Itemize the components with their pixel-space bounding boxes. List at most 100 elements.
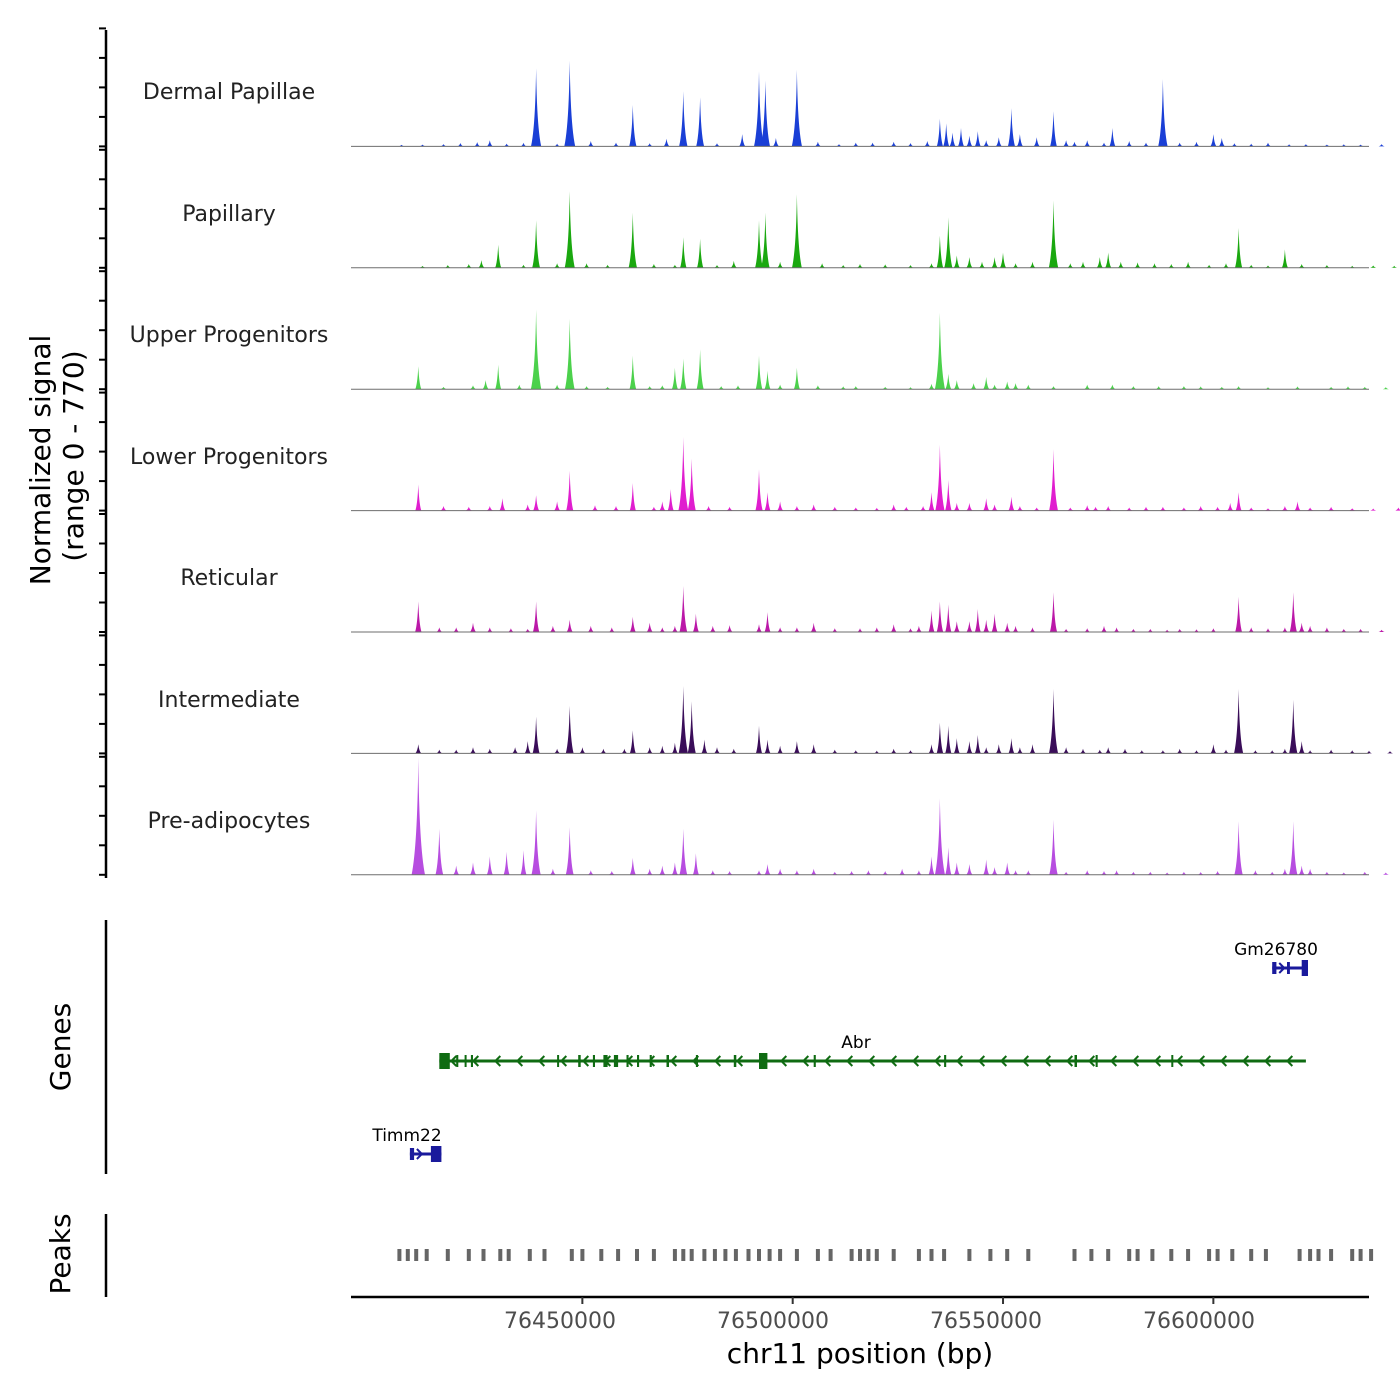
signal-peak — [1048, 200, 1059, 268]
signal-peak — [730, 748, 737, 754]
signal-peak — [1265, 508, 1271, 511]
peak-mark — [1135, 1249, 1140, 1261]
signal-peak — [974, 735, 981, 754]
signal-peak — [1180, 507, 1187, 511]
peak-mark — [1005, 1249, 1010, 1261]
signal-peak — [936, 601, 944, 632]
strand-arrow — [471, 1055, 480, 1067]
signal-peak — [1387, 751, 1393, 754]
gene-exon — [1301, 960, 1308, 976]
gene-exon — [944, 1055, 947, 1067]
signal-peak — [531, 68, 542, 147]
signal-peak — [1016, 506, 1023, 511]
signal-peak — [764, 612, 771, 632]
strand-arrow — [823, 1055, 832, 1067]
signal-peak — [764, 492, 771, 511]
signal-peak — [1176, 628, 1183, 632]
signal-peak — [1269, 750, 1276, 754]
signal-peak — [1080, 748, 1086, 754]
signal-peak — [564, 60, 576, 147]
signal-peak — [499, 498, 506, 511]
signal-peak — [945, 480, 952, 511]
strand-arrow — [1175, 1055, 1184, 1067]
gene-label-timm22: Timm22 — [371, 1126, 441, 1146]
signal-peak — [991, 257, 998, 268]
signal-peak — [687, 458, 696, 511]
x-tick-label: 76500000 — [717, 1309, 829, 1334]
peak-mark — [527, 1249, 532, 1261]
peak-mark — [1215, 1249, 1220, 1261]
signal-peak — [1281, 506, 1288, 511]
signal-peak — [1340, 872, 1347, 875]
signal-axis-ticks — [99, 27, 106, 876]
signal-peak — [793, 741, 800, 754]
signal-peak — [1159, 750, 1166, 754]
signal-peak — [659, 385, 666, 390]
signal-peak — [650, 506, 657, 511]
x-tick-label: 76450000 — [504, 1309, 616, 1334]
signal-peak — [415, 484, 422, 511]
signal-peak — [629, 355, 637, 390]
gene-exon — [626, 1055, 629, 1067]
peak-mark — [891, 1249, 896, 1261]
gene-models — [409, 960, 1309, 1162]
signal-peak — [1214, 506, 1221, 511]
strand-arrow — [1197, 1055, 1206, 1067]
peak-mark — [1169, 1249, 1174, 1261]
strand-arrow — [493, 1055, 502, 1067]
signal-peak — [890, 748, 897, 754]
signal-peak — [777, 627, 784, 632]
signal-peak — [646, 747, 653, 754]
signal-peak — [1340, 144, 1347, 147]
signal-peak — [1366, 750, 1372, 754]
signal-peak — [831, 506, 838, 511]
signal-peak — [945, 725, 952, 754]
signal-peak — [1370, 265, 1377, 268]
signal-peak — [495, 364, 502, 390]
signal-peak — [583, 386, 590, 390]
signal-track — [351, 60, 1400, 147]
signal-peak — [924, 141, 931, 147]
signal-track — [351, 586, 1400, 633]
strand-arrow — [1065, 1055, 1074, 1067]
signal-peak — [810, 744, 817, 754]
signal-peak — [882, 871, 889, 875]
signal-peak — [1029, 744, 1036, 754]
signal-peak — [1289, 699, 1298, 754]
signal-peak — [718, 386, 725, 390]
signal-peak — [709, 870, 716, 875]
signal-peak — [882, 386, 889, 390]
strand-arrow — [1285, 1055, 1294, 1067]
signal-peak — [1185, 261, 1192, 268]
signal-peak — [696, 349, 704, 390]
signal-peak — [764, 370, 771, 390]
signal-peak — [659, 865, 666, 875]
signal-peak — [953, 380, 960, 390]
signal-peak — [928, 263, 935, 268]
signal-peak — [486, 748, 493, 754]
peak-mark — [405, 1249, 410, 1261]
track-label: Papillary — [182, 202, 276, 227]
signal-peak — [1063, 747, 1070, 754]
gene-exon — [695, 1055, 698, 1067]
signal-peak — [671, 862, 678, 875]
signal-peak — [755, 220, 763, 268]
signal-peak — [983, 376, 990, 390]
peak-mark — [1127, 1249, 1132, 1261]
strand-arrow — [559, 1055, 568, 1067]
signal-peak — [983, 498, 990, 511]
signal-peak — [814, 385, 821, 390]
signal-peak — [1126, 141, 1133, 147]
signal-peak — [882, 264, 889, 268]
peak-mark — [1186, 1249, 1191, 1261]
peak-mark — [1230, 1249, 1235, 1261]
signal-peak — [1033, 137, 1040, 147]
signal-peak — [587, 141, 594, 147]
signal-peak — [435, 828, 444, 875]
gene-model — [439, 1053, 1306, 1069]
strand-arrow — [1278, 962, 1286, 974]
signal-peak — [629, 616, 636, 632]
signal-peak — [440, 144, 447, 147]
gene-exon — [430, 1146, 442, 1162]
signal-peak — [697, 238, 704, 268]
